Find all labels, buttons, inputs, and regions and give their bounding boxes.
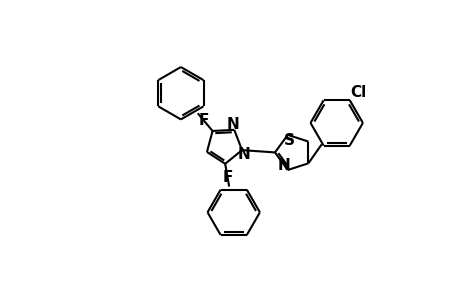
Text: Cl: Cl bbox=[349, 85, 365, 100]
Text: F: F bbox=[222, 170, 232, 185]
Text: N: N bbox=[227, 117, 239, 132]
Text: S: S bbox=[283, 133, 294, 148]
Text: F: F bbox=[198, 113, 208, 128]
Text: N: N bbox=[277, 158, 290, 173]
Text: N: N bbox=[237, 147, 249, 162]
